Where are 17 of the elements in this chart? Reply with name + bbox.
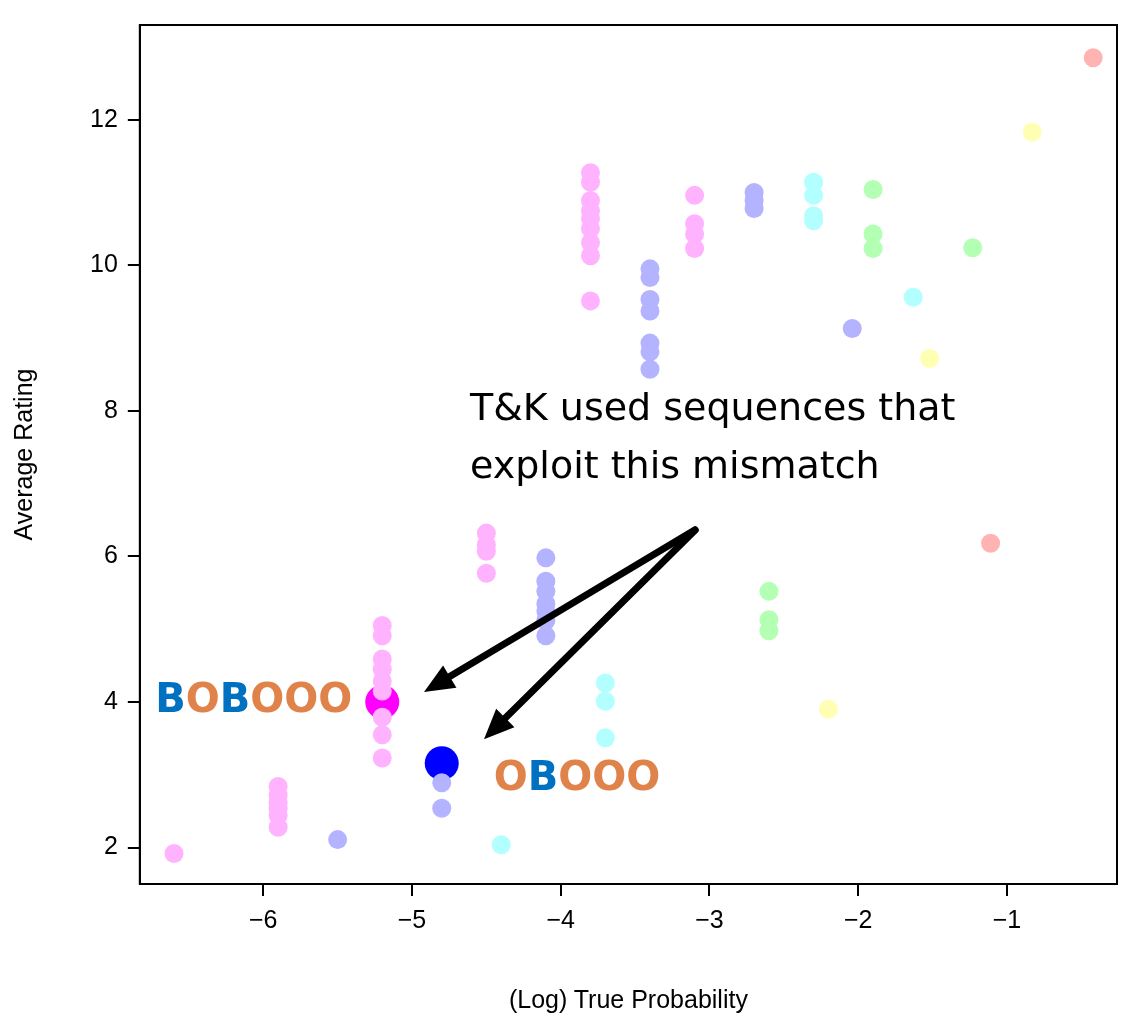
y-tick-label: 8: [103, 394, 118, 423]
x-axis-title: (Log) True Probability: [508, 984, 749, 1013]
y-tick-label: 10: [90, 249, 118, 278]
y-tick-label: 4: [103, 685, 118, 714]
annotation: OBOOO: [493, 752, 661, 799]
y-axis-title: Average Rating: [8, 368, 37, 541]
y-tick-label: 6: [103, 540, 118, 569]
x-tick-label: −2: [843, 904, 873, 933]
x-tick-label: −6: [249, 904, 278, 933]
annotation: T&K used sequences that exploit this mismatch: [469, 385, 956, 487]
annotation: BOBOOO: [155, 675, 353, 722]
x-tick-label: −4: [546, 904, 576, 933]
x-tick-label: −3: [695, 904, 724, 933]
x-tick-label: −5: [397, 904, 427, 933]
x-tick-label: −1: [992, 904, 1022, 933]
y-tick-label: 12: [90, 103, 118, 132]
y-tick-label: 2: [103, 831, 118, 860]
